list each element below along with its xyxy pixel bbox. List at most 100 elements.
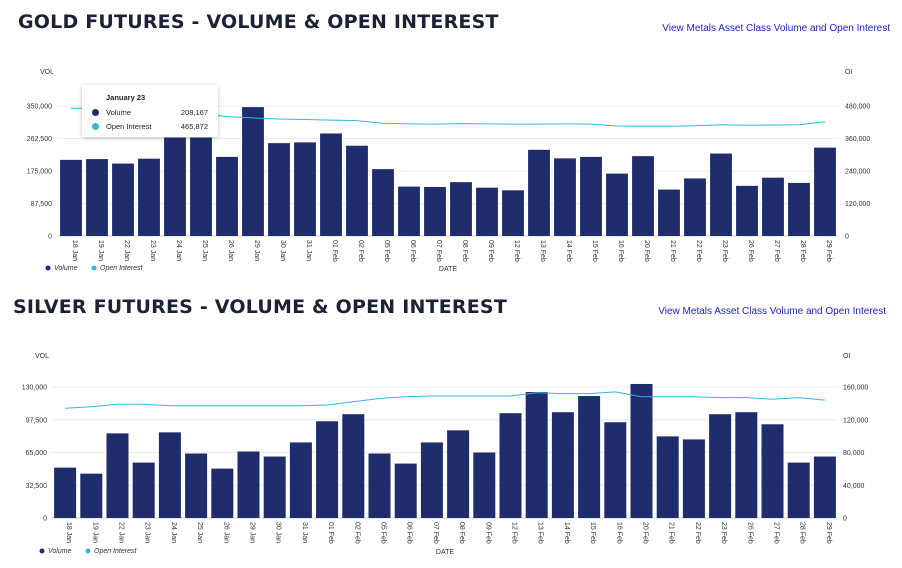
- volume-bar: [237, 451, 260, 518]
- volume-bar: [398, 186, 420, 236]
- y-right-tick-label: 120,000: [843, 417, 868, 424]
- volume-bar: [682, 439, 705, 518]
- x-tick-label: 05 Feb: [383, 240, 390, 262]
- x-tick-label: 19 Jan: [91, 522, 98, 543]
- x-tick-label: 18 Jan: [71, 240, 78, 261]
- x-tick-label: 15 Feb: [589, 522, 596, 544]
- volume-bar: [580, 156, 602, 236]
- volume-bar: [632, 156, 654, 236]
- x-tick-label: 23 Jan: [144, 522, 151, 543]
- volume-bar: [268, 143, 290, 236]
- volume-bar: [762, 177, 784, 236]
- volume-bar: [813, 456, 836, 518]
- gold-metals-link[interactable]: View Metals Asset Class Volume and Open …: [662, 23, 890, 34]
- x-tick-label: 24 Jan: [175, 240, 182, 261]
- x-tick-label: 22 Jan: [123, 240, 130, 261]
- y-left-tick-label: 130,000: [22, 385, 47, 392]
- silver-metals-link[interactable]: View Metals Asset Class Volume and Open …: [658, 306, 886, 317]
- legend-open-interest-label: Open Interest: [94, 548, 137, 555]
- volume-bar: [709, 414, 732, 518]
- volume-bar: [684, 178, 706, 236]
- x-tick-label: 05 Feb: [380, 522, 387, 544]
- tooltip-volume-value: 208,167: [180, 108, 208, 117]
- volume-bar: [164, 137, 186, 236]
- volume-bar: [80, 473, 103, 518]
- gold-tooltip: January 23 Volume 208,167 Open Interest …: [82, 85, 218, 137]
- y-right-tick-label: 0: [843, 516, 847, 523]
- volume-bar: [185, 453, 208, 518]
- y-left-tick-label: 0: [43, 516, 47, 523]
- y-right-tick-label: 120,000: [845, 201, 870, 208]
- volume-bar: [476, 187, 498, 236]
- y-left-tick-label: 0: [48, 234, 52, 241]
- open-interest-dot-icon: [92, 123, 99, 130]
- x-tick-label: 08 Feb: [458, 522, 465, 544]
- x-tick-label: 21 Feb: [668, 522, 675, 544]
- volume-bar: [502, 190, 524, 236]
- x-tick-label: 22 Feb: [694, 522, 701, 544]
- x-tick-label: 26 Feb: [746, 522, 753, 544]
- x-tick-label: 02 Feb: [353, 522, 360, 544]
- volume-bar: [294, 142, 316, 236]
- volume-bar: [424, 186, 446, 236]
- x-axis-label: DATE: [436, 549, 454, 556]
- tooltip-oi-row: Open Interest 465,872: [92, 122, 208, 132]
- legend-volume-icon: [45, 265, 51, 271]
- x-tick-label: 16 Feb: [615, 522, 622, 544]
- volume-bar: [658, 189, 680, 236]
- x-tick-label: 29 Feb: [825, 240, 832, 262]
- volume-bar: [132, 462, 155, 518]
- volume-bar: [736, 185, 758, 236]
- x-tick-label: 02 Feb: [357, 240, 364, 262]
- tooltip-oi-label: Open Interest: [106, 122, 152, 131]
- x-tick-label: 31 Jan: [301, 522, 308, 543]
- x-tick-label: 13 Feb: [539, 240, 546, 262]
- x-tick-label: 20 Feb: [642, 522, 649, 544]
- y-right-tick-label: 80,000: [843, 450, 865, 457]
- y-left-tick-label: 175,000: [27, 169, 52, 176]
- x-tick-label: 25 Jan: [196, 522, 203, 543]
- x-tick-label: 08 Feb: [461, 240, 468, 262]
- y-right-axis-label: OI: [843, 353, 850, 360]
- x-axis-label: DATE: [439, 266, 457, 273]
- y-right-tick-label: 40,000: [843, 483, 865, 490]
- volume-bar: [551, 412, 574, 518]
- x-tick-label: 31 Jan: [305, 240, 312, 261]
- volume-bar: [316, 421, 339, 518]
- volume-dot-icon: [92, 109, 99, 116]
- x-tick-label: 26 Feb: [747, 240, 754, 262]
- volume-bar: [190, 137, 212, 236]
- y-left-tick-label: 32,500: [26, 483, 48, 490]
- x-tick-label: 09 Feb: [487, 240, 494, 262]
- x-tick-label: 14 Feb: [565, 240, 572, 262]
- y-left-tick-label: 65,000: [26, 450, 48, 457]
- volume-bar: [211, 468, 234, 518]
- volume-bar: [528, 149, 550, 236]
- x-tick-label: 22 Feb: [695, 240, 702, 262]
- x-tick-label: 29 Jan: [253, 240, 260, 261]
- x-tick-label: 01 Feb: [327, 522, 334, 544]
- y-left-tick-label: 262,500: [27, 136, 52, 143]
- volume-bar: [604, 422, 627, 518]
- x-tick-label: 27 Feb: [773, 240, 780, 262]
- y-left-tick-label: 97,500: [26, 417, 48, 424]
- gold-chart-title: GOLD FUTURES - VOLUME & OPEN INTEREST: [18, 11, 499, 33]
- y-left-tick-label: 350,000: [27, 104, 52, 111]
- legend-volume-label: Volume: [48, 548, 72, 555]
- volume-bar: [346, 145, 368, 236]
- x-tick-label: 30 Jan: [279, 240, 286, 261]
- volume-bar: [106, 433, 129, 518]
- volume-bar: [656, 436, 679, 518]
- x-tick-label: 25 Jan: [201, 240, 208, 261]
- y-right-tick-label: 360,000: [845, 136, 870, 143]
- volume-bar: [499, 413, 522, 518]
- x-tick-label: 01 Feb: [331, 240, 338, 262]
- x-tick-label: 23 Feb: [720, 522, 727, 544]
- volume-bar: [450, 182, 472, 236]
- volume-bar: [158, 432, 181, 518]
- x-tick-label: 29 Feb: [825, 522, 832, 544]
- volume-bar: [761, 424, 784, 518]
- volume-bar: [710, 153, 732, 236]
- x-tick-label: 28 Feb: [799, 522, 806, 544]
- y-left-axis-label: VOL: [35, 353, 49, 360]
